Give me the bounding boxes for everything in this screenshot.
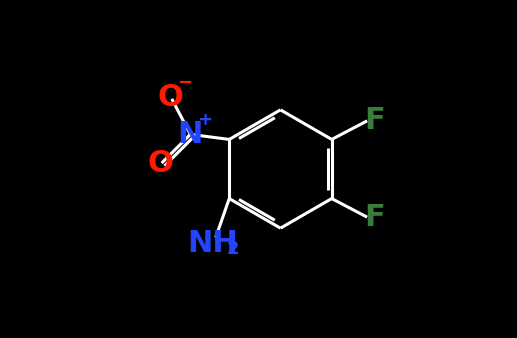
Text: N: N bbox=[178, 120, 203, 149]
Text: −: − bbox=[177, 74, 192, 92]
Text: NH: NH bbox=[187, 229, 238, 258]
Text: F: F bbox=[364, 203, 385, 232]
Text: O: O bbox=[147, 149, 173, 177]
Text: +: + bbox=[197, 111, 212, 129]
Text: 2: 2 bbox=[227, 240, 239, 258]
Text: F: F bbox=[364, 106, 385, 135]
Text: O: O bbox=[157, 83, 183, 112]
